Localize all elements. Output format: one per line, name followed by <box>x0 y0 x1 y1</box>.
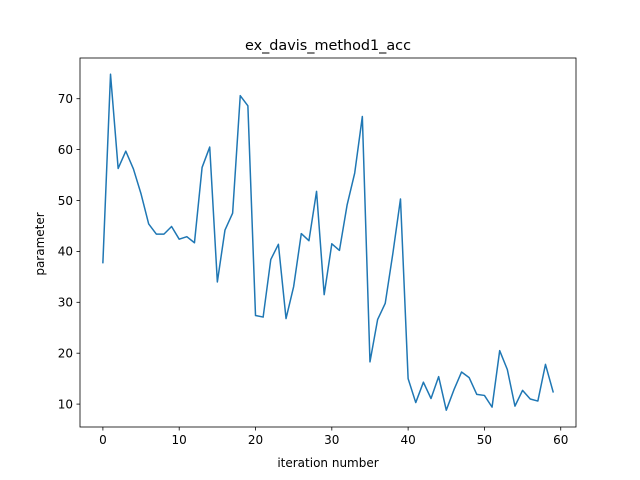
y-tick-label: 30 <box>58 296 73 310</box>
x-tick-label: 40 <box>400 433 415 447</box>
x-tick-label: 10 <box>172 433 187 447</box>
chart-title: ex_davis_method1_acc <box>245 38 411 54</box>
y-tick-label: 40 <box>58 245 73 259</box>
y-tick-label: 10 <box>58 397 73 411</box>
y-axis-label: parameter <box>33 212 47 275</box>
y-tick-label: 60 <box>58 143 73 157</box>
x-tick-label: 60 <box>553 433 568 447</box>
x-tick-label: 50 <box>477 433 492 447</box>
x-tick-label: 30 <box>324 433 339 447</box>
x-axis-label: iteration number <box>277 456 378 470</box>
x-tick-label: 20 <box>248 433 263 447</box>
series-line <box>102 73 555 411</box>
axes-frame <box>79 57 577 428</box>
plot-area: 0 10 20 30 40 50 60 10 20 30 40 50 60 70 <box>58 57 577 447</box>
x-tick-label: 0 <box>99 433 107 447</box>
y-tick-label: 50 <box>58 194 73 208</box>
y-tick-label: 20 <box>58 347 73 361</box>
y-tick-label: 70 <box>58 92 73 106</box>
